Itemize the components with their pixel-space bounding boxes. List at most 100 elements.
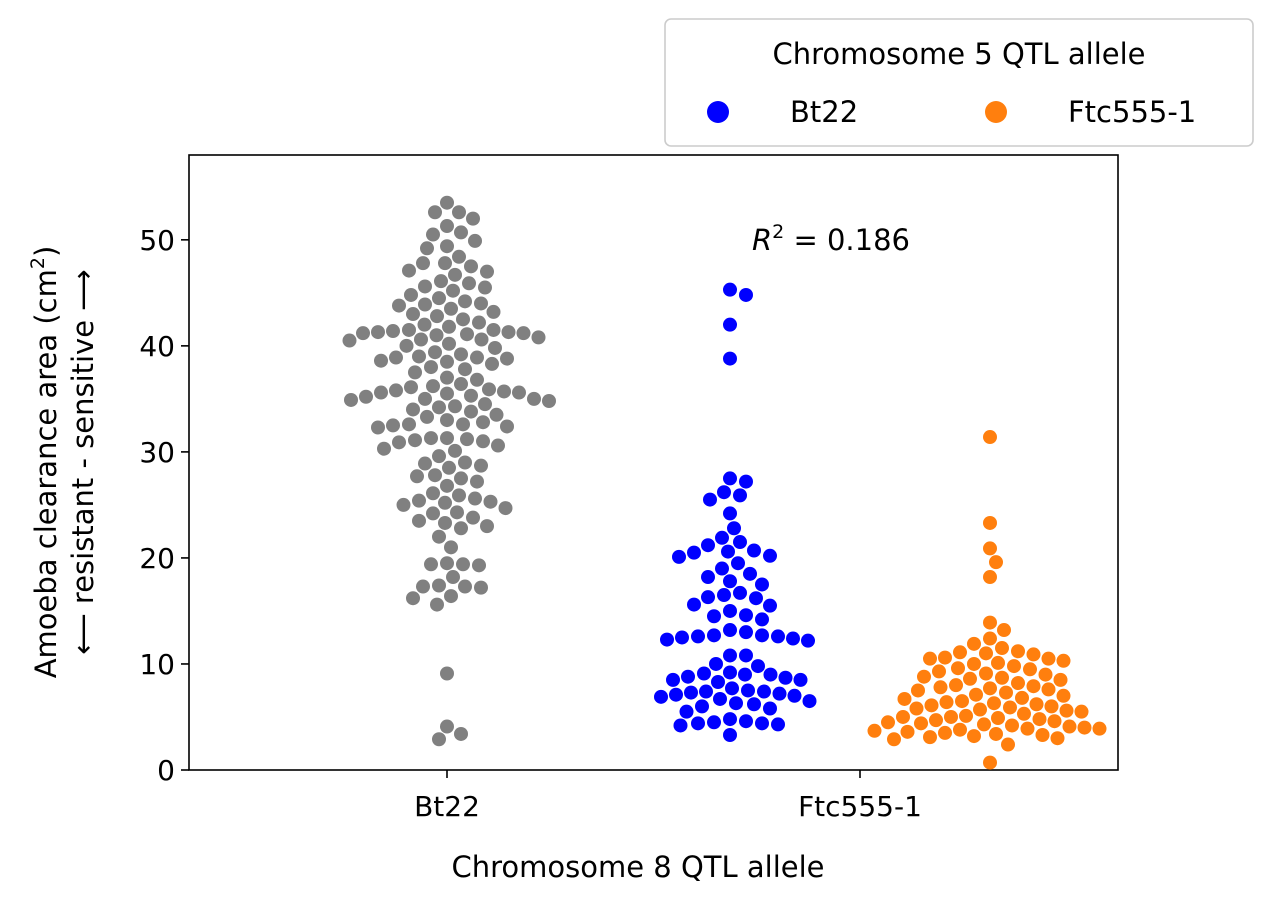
data-point — [454, 225, 468, 240]
data-point — [887, 732, 901, 747]
data-point — [392, 298, 406, 313]
data-point — [444, 589, 458, 604]
data-point — [660, 632, 674, 647]
data-point — [738, 667, 752, 682]
data-point — [1011, 644, 1025, 659]
data-point — [531, 330, 546, 345]
data-point — [406, 307, 420, 322]
data-point — [446, 283, 460, 298]
legend-marker-bt22 — [707, 101, 729, 123]
data-point — [454, 377, 468, 392]
data-point — [697, 666, 711, 681]
data-point — [456, 312, 470, 327]
data-point — [684, 685, 698, 700]
data-point — [778, 670, 793, 685]
data-point — [476, 434, 490, 449]
data-point — [723, 712, 737, 727]
data-point — [707, 715, 721, 730]
data-point — [446, 570, 460, 585]
data-point — [456, 557, 470, 572]
data-point — [654, 689, 668, 704]
data-point — [939, 695, 954, 710]
legend-box — [664, 18, 1254, 147]
data-point — [458, 294, 472, 309]
data-point — [501, 325, 516, 340]
data-point — [938, 650, 952, 665]
data-point — [675, 630, 689, 645]
data-point — [497, 384, 511, 399]
data-point — [440, 354, 454, 369]
data-point — [452, 205, 466, 220]
data-point — [755, 612, 769, 627]
data-point — [440, 413, 454, 428]
data-point — [458, 455, 472, 470]
data-point — [448, 267, 462, 282]
data-point — [472, 558, 486, 573]
data-point — [747, 543, 761, 558]
data-point — [755, 577, 769, 592]
data-point — [482, 382, 496, 397]
data-point — [983, 515, 997, 530]
data-point — [464, 259, 478, 274]
data-point — [440, 556, 454, 571]
points-layer — [342, 195, 1107, 770]
data-point — [707, 628, 721, 643]
data-point — [989, 555, 1003, 570]
data-point — [356, 326, 370, 341]
r-squared-annotation: R2 = 0.186 — [752, 221, 910, 257]
data-point — [999, 685, 1013, 700]
data-point — [747, 697, 761, 712]
data-point — [386, 418, 400, 433]
data-point — [787, 688, 802, 703]
data-point — [1026, 647, 1041, 662]
data-point — [687, 597, 701, 612]
data-point — [715, 561, 729, 576]
data-point — [673, 718, 688, 733]
legend-title: Chromosome 5 QTL allele — [772, 37, 1145, 71]
data-point — [881, 715, 895, 730]
data-point — [1041, 682, 1056, 697]
data-point — [983, 541, 997, 556]
data-point — [426, 486, 440, 501]
data-point — [703, 492, 717, 507]
data-point — [468, 491, 482, 506]
data-point — [468, 233, 482, 248]
data-point — [432, 732, 446, 747]
data-point — [951, 661, 965, 676]
data-point — [440, 370, 454, 385]
data-point — [432, 400, 446, 415]
data-point — [434, 274, 448, 289]
data-point — [723, 623, 737, 638]
data-point — [1001, 737, 1015, 752]
data-point — [771, 629, 785, 644]
data-point — [483, 494, 498, 509]
data-point — [989, 726, 1003, 741]
data-point — [983, 615, 997, 630]
data-point — [763, 701, 777, 716]
data-point — [402, 322, 416, 337]
data-point — [741, 683, 755, 698]
y-tick-label: 0 — [157, 754, 175, 787]
data-point — [725, 681, 739, 696]
data-point — [995, 670, 1009, 685]
data-point — [917, 669, 931, 684]
data-point — [472, 315, 486, 330]
data-point — [733, 585, 747, 600]
data-point — [470, 474, 484, 489]
data-point — [474, 296, 488, 311]
data-point — [723, 506, 737, 521]
data-point — [733, 535, 747, 550]
data-point — [480, 519, 494, 534]
data-point — [1041, 651, 1056, 666]
data-point — [1029, 697, 1044, 712]
data-point — [699, 684, 713, 699]
data-point — [470, 350, 484, 365]
data-point — [406, 402, 420, 417]
x-tick-label: Bt22 — [414, 790, 480, 823]
data-point — [440, 719, 454, 734]
data-point — [512, 385, 526, 400]
data-point — [979, 646, 993, 661]
data-point — [442, 460, 456, 475]
data-point — [715, 530, 729, 545]
data-point — [344, 392, 358, 407]
